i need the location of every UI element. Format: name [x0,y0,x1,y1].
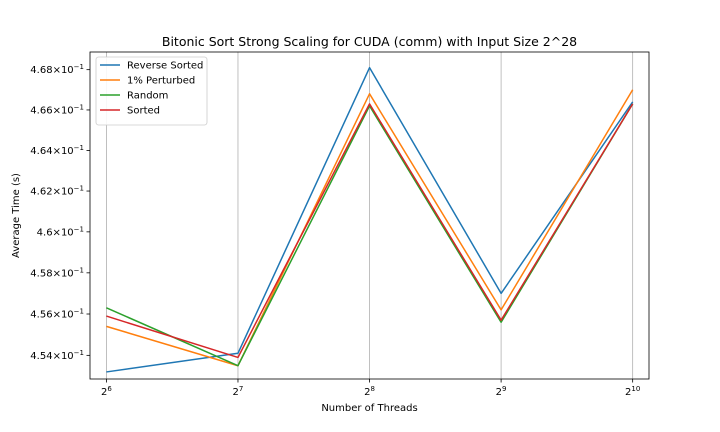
x-tick-label: 27 [233,385,244,398]
legend-box [95,56,208,126]
y-tick-label: 4.58×10−1 [30,266,84,279]
y-tick-label: 4.56×10−1 [30,308,84,321]
y-tick-label: 4.64×10−1 [30,144,84,157]
legend-label-reverse-sorted: Reverse Sorted [127,61,203,72]
series-lines [106,66,634,373]
legend-label-1-perturbed: 1% Perturbed [127,76,195,87]
y-tick-label: 4.62×10−1 [30,185,84,198]
x-tick-label: 26 [101,385,112,398]
series-line-1-perturbed [106,89,634,367]
chart-title: Bitonic Sort Strong Scaling for CUDA (co… [162,34,577,49]
y-tick-label: 4.54×10−1 [30,349,84,362]
x-tick-label: 28 [364,385,375,398]
y-tick-label: 4.6×10−1 [37,225,84,238]
series-line-reverse-sorted [106,66,634,373]
x-axis-ticks: 26 27 28 29 210 [101,379,640,398]
legend: Reverse Sorted 1% Perturbed Random Sorted [95,56,208,126]
legend-label-sorted: Sorted [127,106,160,117]
x-tick-label: 29 [496,385,507,398]
y-tick-label: 4.68×10−1 [30,63,84,76]
x-tick-label: 210 [625,385,640,398]
y-axis-label: Average Time (s) [11,173,22,258]
legend-label-random: Random [127,91,168,102]
y-tick-label: 4.66×10−1 [30,103,84,116]
y-axis-ticks: 4.54×10−1 4.56×10−1 4.58×10−1 4.6×10−1 4.62×… [30,63,90,362]
x-axis-label: Number of Threads [321,403,417,414]
series-line-sorted [106,103,634,359]
